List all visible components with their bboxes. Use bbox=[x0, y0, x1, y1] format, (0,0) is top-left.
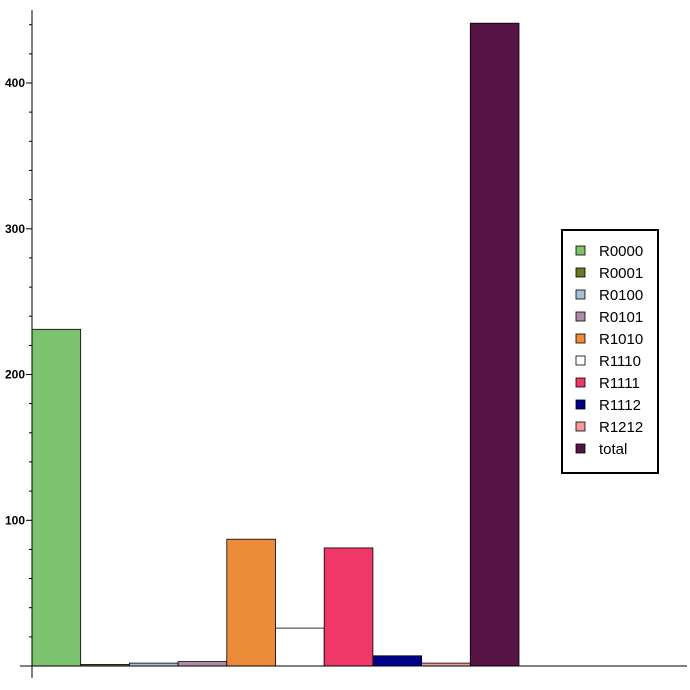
legend-swatch-r1212 bbox=[575, 421, 586, 432]
legend-label: R1112 bbox=[599, 397, 641, 414]
legend-swatch-r1110 bbox=[575, 355, 586, 366]
legend-swatch-r0100 bbox=[575, 289, 586, 300]
y-tick-label: 200 bbox=[5, 368, 25, 382]
legend-label: R0001 bbox=[599, 265, 643, 282]
bar-r0101 bbox=[177, 661, 228, 667]
legend-swatch-r1111 bbox=[575, 377, 586, 388]
legend-label: R0100 bbox=[599, 287, 643, 304]
legend-swatch-r0001 bbox=[575, 267, 586, 278]
bar-r1111 bbox=[323, 547, 374, 667]
y-tick-label: 100 bbox=[5, 513, 25, 527]
legend: R0000 R0001 R0100 R0101 R1010 R1110 R1111 R1112… bbox=[561, 229, 659, 474]
legend-label: R0101 bbox=[599, 309, 643, 326]
bar-r1010 bbox=[226, 538, 276, 667]
bars-group bbox=[31, 22, 520, 667]
legend-swatch-r1010 bbox=[575, 333, 586, 344]
legend-label: R0000 bbox=[599, 243, 643, 260]
legend-swatch-r1112 bbox=[575, 399, 586, 410]
bar-r0000 bbox=[31, 328, 82, 667]
legend-label: R1111 bbox=[599, 375, 640, 392]
y-tick-label: 400 bbox=[5, 76, 25, 90]
legend-label: R1212 bbox=[599, 419, 643, 436]
legend-swatch-r0101 bbox=[575, 311, 586, 322]
bar-r1112 bbox=[372, 655, 422, 667]
bar-total bbox=[469, 22, 520, 667]
legend-label: R1010 bbox=[599, 331, 643, 348]
y-ticks-group: 100 200 300 400 bbox=[5, 24, 32, 638]
bar-r1110 bbox=[275, 627, 325, 667]
legend-swatch-r0000 bbox=[575, 245, 586, 256]
y-tick-label: 300 bbox=[5, 222, 25, 236]
legend-swatch-total bbox=[575, 443, 586, 454]
legend-label: total bbox=[599, 441, 627, 458]
legend-label: R1110 bbox=[599, 353, 641, 370]
